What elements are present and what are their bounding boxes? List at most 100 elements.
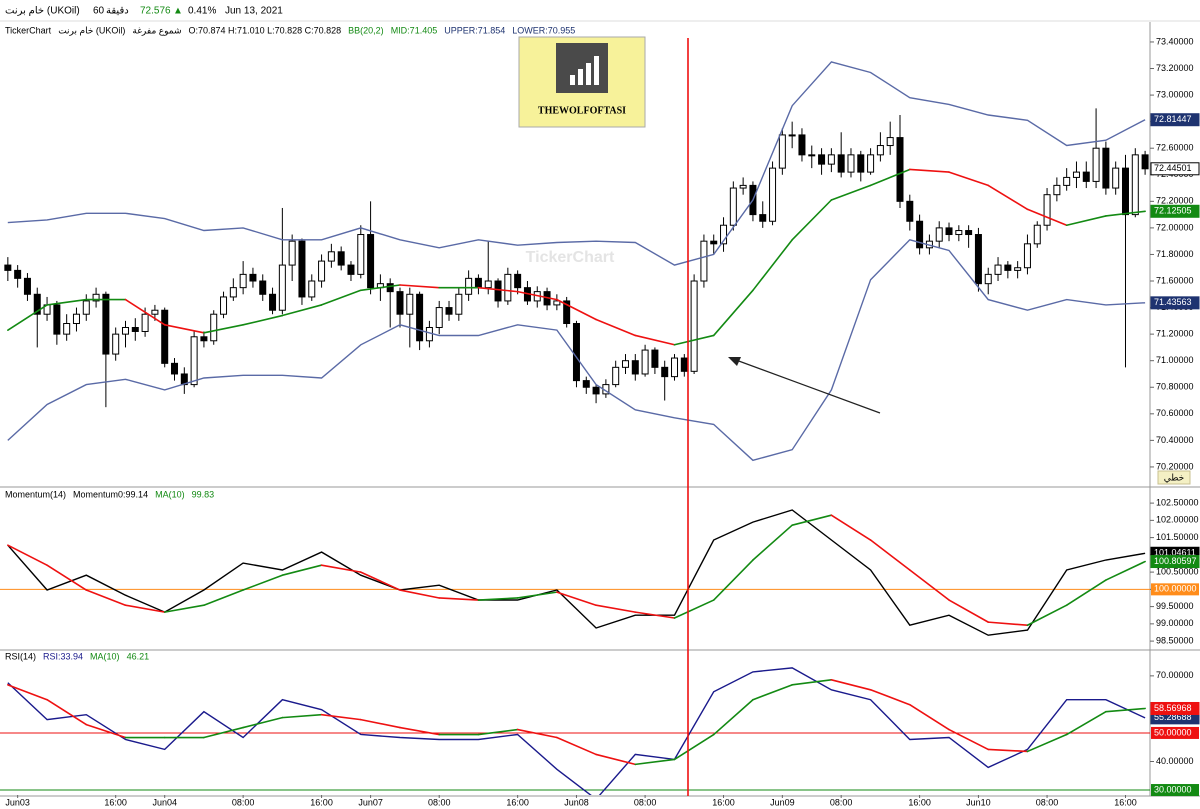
series-line <box>7 667 1146 795</box>
ma-segment <box>399 284 441 289</box>
candle-body <box>818 154 826 165</box>
candle-body <box>141 313 149 332</box>
ma-segment <box>987 184 1029 211</box>
candle-body <box>1082 171 1090 182</box>
candle-body <box>798 134 806 156</box>
candle-body <box>1023 243 1031 269</box>
x-tick-label: 08:00 <box>830 797 853 807</box>
candle-body <box>63 323 71 335</box>
candle-body <box>269 293 277 311</box>
ma-segment <box>477 286 519 293</box>
candle-body <box>857 154 865 173</box>
scale-button-label[interactable]: خطي <box>1164 472 1184 482</box>
candle-body <box>1004 264 1012 271</box>
price: 72.576 <box>140 6 171 17</box>
candle-body <box>1014 267 1022 271</box>
ma-segment <box>712 289 754 337</box>
ma-segment <box>752 684 793 701</box>
y-tick-label: 73.00000 <box>1156 89 1194 99</box>
candle-body <box>337 251 345 266</box>
ma-segment <box>595 753 637 766</box>
ma-segment <box>556 298 597 321</box>
series-line <box>7 61 1146 266</box>
candle-body <box>916 220 924 249</box>
candle-body <box>92 293 100 302</box>
ma-segment <box>203 324 244 334</box>
candle-body <box>347 264 355 275</box>
candle-body <box>700 240 708 282</box>
candle-body <box>112 333 120 355</box>
scale-button[interactable] <box>1157 470 1191 485</box>
candle-body <box>847 154 855 173</box>
candle-body <box>582 380 590 388</box>
logo-text: THEWOLFOFTASI <box>538 105 626 116</box>
reference-label: 30.00000 <box>1154 784 1192 794</box>
candle-body <box>621 360 629 368</box>
logo-bar <box>570 75 575 85</box>
plot-area <box>0 509 1150 636</box>
candle-body <box>504 273 512 302</box>
x-tick-label: 16:00 <box>712 797 735 807</box>
ma-segment <box>7 544 48 567</box>
axis: 40.00000 70.00000 RSI(14) RSI:33.94 MA(10) 46… <box>5 651 1194 807</box>
candle-body <box>23 277 31 295</box>
ma-segment <box>948 728 990 751</box>
ma-segment <box>1026 208 1068 227</box>
y-tick-label: 40.00000 <box>1156 756 1194 766</box>
ma-segment <box>556 736 597 756</box>
last-value-label: 58.56968 <box>1154 703 1192 713</box>
interval-unit: دقيقة <box>106 6 129 17</box>
ma-segment <box>595 318 637 337</box>
y-tick-label: 71.60000 <box>1156 275 1194 285</box>
candle-body <box>1102 147 1110 189</box>
ma-segment <box>85 723 127 739</box>
candle-body <box>827 154 835 165</box>
last-value-label: 72.12505 <box>1154 206 1192 216</box>
ma-segment <box>595 604 637 613</box>
x-tick-label: 08:00 <box>232 797 255 807</box>
candle-body <box>690 280 698 372</box>
candle-body <box>33 293 41 315</box>
ma-segment <box>124 298 166 326</box>
ma-segment <box>634 334 676 346</box>
ma-segment <box>1105 560 1146 581</box>
ma-segment <box>909 569 950 601</box>
y-tick-label: 73.20000 <box>1156 63 1194 73</box>
ma-segment <box>791 514 833 526</box>
candle-body <box>945 227 953 236</box>
ma-segment <box>320 713 362 721</box>
legend-item: شموع مفرغة <box>132 25 181 35</box>
ma-segment <box>203 589 244 607</box>
ma-segment <box>673 599 715 619</box>
ma-segment <box>359 571 401 591</box>
last-value-box <box>1150 296 1200 310</box>
legend-item: Momentum0:99.14 <box>73 489 148 499</box>
x-tick-label: Jun08 <box>564 797 589 807</box>
ma-segment <box>203 726 244 739</box>
ma-segment <box>1065 215 1107 227</box>
ma-segment <box>1026 733 1068 753</box>
x-tick-label: 08:00 <box>1036 797 1059 807</box>
y-tick-label: 71.00000 <box>1156 355 1194 365</box>
legend-item: UPPER:71.854 <box>444 25 505 35</box>
x-tick-label: 08:00 <box>634 797 657 807</box>
plots: 70.20000 70.40000 70.60000 70.80000 71.00000… <box>0 25 1200 807</box>
candle-body <box>631 360 639 375</box>
candle-body <box>896 137 904 202</box>
candle-body <box>1053 184 1061 196</box>
legend-item: TickerChart <box>5 25 52 35</box>
candle-body <box>121 326 129 335</box>
candle-body <box>53 304 61 335</box>
ma-segment <box>1065 710 1107 736</box>
change-arrow: ▲ <box>173 6 183 17</box>
candle-body <box>435 307 443 328</box>
y-tick-label: 71.80000 <box>1156 249 1194 259</box>
ma-segment <box>438 597 480 601</box>
logo-bar <box>586 63 591 85</box>
candle-body <box>769 167 777 222</box>
y-tick-label: 100.50000 <box>1156 566 1199 576</box>
ma-segment <box>399 589 441 599</box>
ma-segment <box>830 679 872 691</box>
candle-body <box>1121 167 1129 216</box>
